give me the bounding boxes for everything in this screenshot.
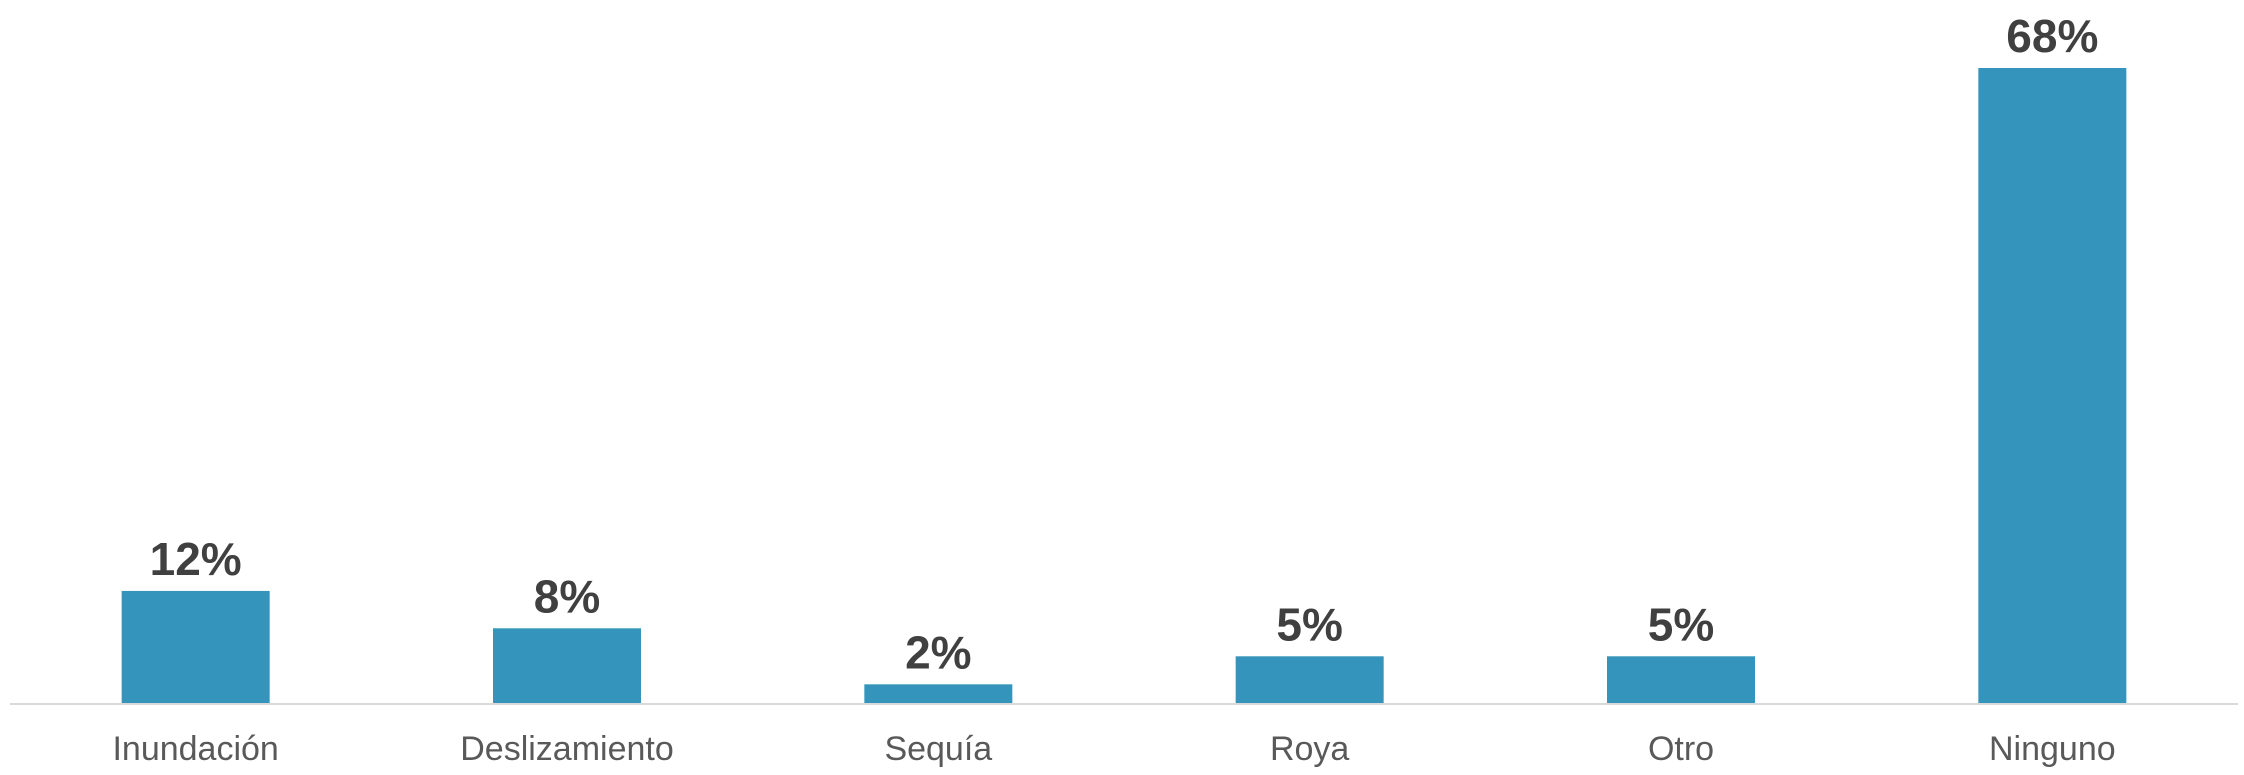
- bar-0: [121, 590, 270, 703]
- category-label-4: Otro: [1648, 730, 1714, 768]
- bar-4: [1607, 656, 1755, 703]
- bar-3: [1235, 656, 1384, 703]
- category-labels-layer: Inundación Deslizamiento Sequía Roya Otro Nin…: [112, 730, 2115, 768]
- category-label-2: Sequía: [884, 730, 992, 768]
- category-label-3: Roya: [1270, 730, 1349, 768]
- data-label-2: 2%: [905, 626, 971, 678]
- data-label-5: 68%: [2006, 10, 2098, 62]
- category-label-0: Inundación: [112, 730, 278, 768]
- bar-5: [1978, 68, 2127, 703]
- data-label-3: 5%: [1276, 598, 1342, 650]
- bar-2: [864, 684, 1013, 703]
- data-label-4: 5%: [1648, 598, 1714, 650]
- data-label-1: 8%: [534, 570, 600, 622]
- data-label-0: 12%: [150, 533, 242, 585]
- category-label-5: Ninguno: [1989, 730, 2116, 768]
- bars-layer: [121, 68, 2127, 703]
- data-labels-layer: 12% 8% 2% 5% 5% 68%: [150, 10, 2099, 678]
- bar-1: [493, 628, 641, 703]
- category-label-1: Deslizamiento: [460, 730, 674, 768]
